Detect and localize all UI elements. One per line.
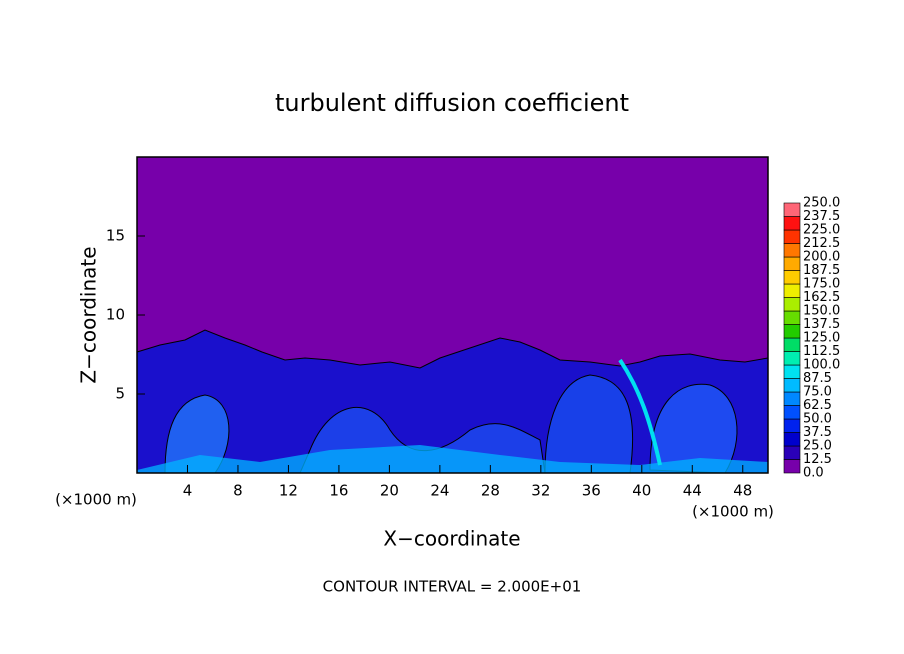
colorbar-label: 75.0: [803, 385, 832, 400]
x-tick-label: 12: [279, 482, 298, 500]
colorbar-label: 37.5: [803, 425, 832, 440]
x-unit-label: (×1000 m): [692, 503, 774, 521]
colorbar-label: 200.0: [803, 250, 840, 265]
colorbar-label: 162.5: [803, 290, 840, 305]
y-tick-label: 10: [106, 306, 125, 324]
colorbar-label: 150.0: [803, 304, 840, 319]
x-tick-label: 32: [531, 482, 550, 500]
filament: [618, 358, 662, 466]
colorbar-segment: [783, 418, 801, 433]
colorbar-segment: [783, 378, 801, 393]
colorbar-segment: [783, 202, 801, 217]
colorbar-segment: [783, 216, 801, 231]
surface-layer: [137, 445, 768, 473]
colorbar-segment: [783, 310, 801, 325]
x-tick-label: 48: [733, 482, 752, 500]
colorbar-segment: [783, 459, 801, 474]
x-tick-label: 28: [481, 482, 500, 500]
colorbar-segment: [783, 391, 801, 406]
colorbar-segment: [783, 405, 801, 420]
colorbar-segment: [783, 256, 801, 271]
x-axis-label: X−coordinate: [383, 527, 520, 551]
x-tick-label: 24: [430, 482, 449, 500]
colorbar-label: 125.0: [803, 331, 840, 346]
colorbar-label: 225.0: [803, 223, 840, 238]
colorbar-label: 100.0: [803, 358, 840, 373]
colorbar-label: 62.5: [803, 398, 832, 413]
colorbar-segment: [783, 324, 801, 339]
x-tick-label: 8: [233, 482, 243, 500]
colorbar-label: 175.0: [803, 277, 840, 292]
y-tick-label: 15: [106, 227, 125, 245]
x-tick-label: 36: [582, 482, 601, 500]
colorbar-label: 187.5: [803, 263, 840, 278]
colorbar-label: 12.5: [803, 452, 832, 467]
x-tick-label: 4: [183, 482, 193, 500]
colorbar-label: 50.0: [803, 412, 832, 427]
x-tick-label: 16: [329, 482, 348, 500]
colorbar-label: 237.5: [803, 209, 840, 224]
colorbar-label: 212.5: [803, 236, 840, 251]
eddy: [649, 383, 738, 474]
colorbar-segment: [783, 229, 801, 244]
colorbar-segment: [783, 283, 801, 298]
x-tick-label: 44: [683, 482, 702, 500]
colorbar-label: 137.5: [803, 317, 840, 332]
chart-title: turbulent diffusion coefficient: [275, 89, 629, 117]
colorbar-segment: [783, 351, 801, 366]
y-unit-label: (×1000 m): [55, 491, 137, 509]
colorbar-label: 25.0: [803, 439, 832, 454]
colorbar-segment: [783, 432, 801, 447]
colorbar-segment: [783, 445, 801, 460]
field: [136, 157, 769, 474]
colorbar-label: 87.5: [803, 371, 832, 386]
x-tick-label: 40: [632, 482, 651, 500]
colorbar-segment: [783, 364, 801, 379]
colorbar-segment: [783, 297, 801, 312]
eddy: [544, 374, 634, 474]
colorbar-segment: [783, 243, 801, 258]
colorbar-label: 250.0: [803, 196, 840, 211]
colorbar-label: 0.0: [803, 466, 824, 481]
colorbar-label: 112.5: [803, 344, 840, 359]
eddy: [164, 394, 230, 474]
colorbar-segment: [783, 337, 801, 352]
y-tick-label: 5: [115, 385, 125, 403]
colorbar-segment: [783, 270, 801, 285]
x-tick-label: 20: [380, 482, 399, 500]
annotation: CONTOUR INTERVAL = 2.000E+01: [323, 578, 582, 596]
y-axis-label: Z−coordinate: [77, 246, 101, 383]
